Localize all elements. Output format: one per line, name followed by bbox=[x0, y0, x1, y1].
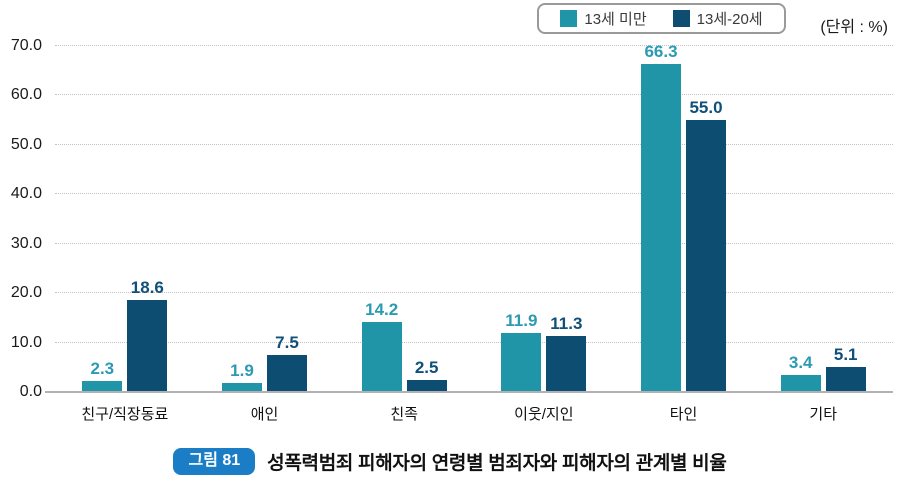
y-tick-label: 60.0 bbox=[10, 86, 42, 104]
bar-value-label: 3.4 bbox=[788, 353, 813, 373]
bar-groups: 2.3 18.6 친구/직장동료 1.9 7.5 애인 14.2 2.5 친족 11.9 11.3 이… bbox=[55, 42, 893, 423]
gridline-30 bbox=[55, 242, 893, 244]
bar: 14.2 bbox=[361, 300, 402, 392]
gridline-70 bbox=[55, 45, 893, 46]
category-label: 애인 bbox=[250, 406, 279, 423]
bar-value-label: 55.0 bbox=[689, 98, 723, 118]
bar: 2.5 bbox=[406, 358, 447, 392]
bar-group: 66.3 55.0 타인 bbox=[614, 42, 754, 423]
legend-swatch-under13 bbox=[560, 10, 578, 27]
bar-value-label: 2.3 bbox=[90, 358, 115, 378]
gridline-10 bbox=[55, 341, 893, 343]
gridline-50 bbox=[55, 143, 893, 145]
gridline-40 bbox=[55, 193, 893, 195]
category-label: 기타 bbox=[809, 406, 837, 423]
y-tick-label: 50.0 bbox=[10, 135, 42, 153]
legend-item-13to20: 13세-20세 bbox=[672, 8, 763, 29]
caption-title: 성폭력범죄 피해자의 연령별 범죄자와 피해자의 관계별 비율 bbox=[267, 453, 727, 474]
bar-value-label: 2.5 bbox=[414, 357, 439, 377]
y-tick-label: 30.0 bbox=[10, 234, 42, 252]
bar: 66.3 bbox=[641, 42, 682, 392]
category-label: 타인 bbox=[669, 406, 698, 423]
bar: 11.9 bbox=[501, 311, 542, 392]
bar-value-label: 14.2 bbox=[365, 299, 399, 319]
bar-value-label: 18.6 bbox=[130, 278, 164, 298]
x-axis-line bbox=[45, 391, 893, 393]
gridline-20 bbox=[55, 292, 893, 294]
category-label: 이웃/지인 bbox=[514, 406, 574, 423]
legend-label-13to20: 13세-20세 bbox=[696, 11, 763, 28]
bar-value-label: 66.3 bbox=[644, 42, 678, 62]
bar-group: 11.9 11.3 이웃/지인 bbox=[474, 46, 614, 423]
unit-label: (단위 : %) bbox=[820, 19, 888, 36]
bar-group: 3.4 5.1 기타 bbox=[753, 46, 893, 423]
bar-value-label: 11.3 bbox=[550, 314, 583, 334]
bar-value-label: 5.1 bbox=[833, 344, 858, 364]
plot-area: 2.3 18.6 친구/직장동료 1.9 7.5 애인 14.2 2.5 친족 11.9 11.3 이… bbox=[45, 42, 893, 423]
legend-item-under13: 13세 미만 bbox=[560, 8, 647, 29]
y-tick-label: 70.0 bbox=[10, 37, 42, 54]
legend-swatch-13to20 bbox=[672, 10, 690, 27]
bar: 3.4 bbox=[780, 353, 821, 392]
bar: 7.5 bbox=[267, 333, 307, 392]
y-tick-label: 40.0 bbox=[10, 185, 42, 203]
bar: 5.1 bbox=[825, 345, 866, 392]
bar-group: 14.2 2.5 친족 bbox=[334, 46, 474, 423]
category-label: 친족 bbox=[390, 406, 418, 423]
caption: 그림 81 성폭력범죄 피해자의 연령별 범죄자와 피해자의 관계별 비율 bbox=[0, 448, 900, 475]
bar: 11.3 bbox=[546, 314, 587, 392]
bar: 1.9 bbox=[222, 361, 262, 392]
bar: 2.3 bbox=[82, 359, 123, 392]
bar-value-label: 7.5 bbox=[275, 332, 299, 352]
legend: 13세 미만 13세-20세 bbox=[537, 3, 786, 34]
figure-badge: 그림 81 bbox=[173, 448, 256, 475]
bar-group: 2.3 18.6 친구/직장동료 bbox=[55, 46, 195, 423]
y-tick-label: 10.0 bbox=[10, 333, 42, 351]
bar-group: 1.9 7.5 애인 bbox=[195, 46, 335, 423]
bar: 55.0 bbox=[686, 98, 727, 392]
y-tick-label: 0.0 bbox=[19, 383, 42, 400]
y-tick-label: 20.0 bbox=[10, 284, 42, 302]
category-label: 친구/직장동료 bbox=[81, 406, 169, 423]
bar: 18.6 bbox=[127, 278, 168, 392]
bar-value-label: 11.9 bbox=[505, 311, 538, 331]
bar-value-label: 1.9 bbox=[230, 360, 254, 380]
gridline-60 bbox=[55, 94, 893, 96]
legend-label-under13: 13세 미만 bbox=[584, 11, 647, 28]
y-axis-labels: 0.0 10.0 20.0 30.0 40.0 50.0 60.0 70.0 bbox=[0, 37, 46, 400]
